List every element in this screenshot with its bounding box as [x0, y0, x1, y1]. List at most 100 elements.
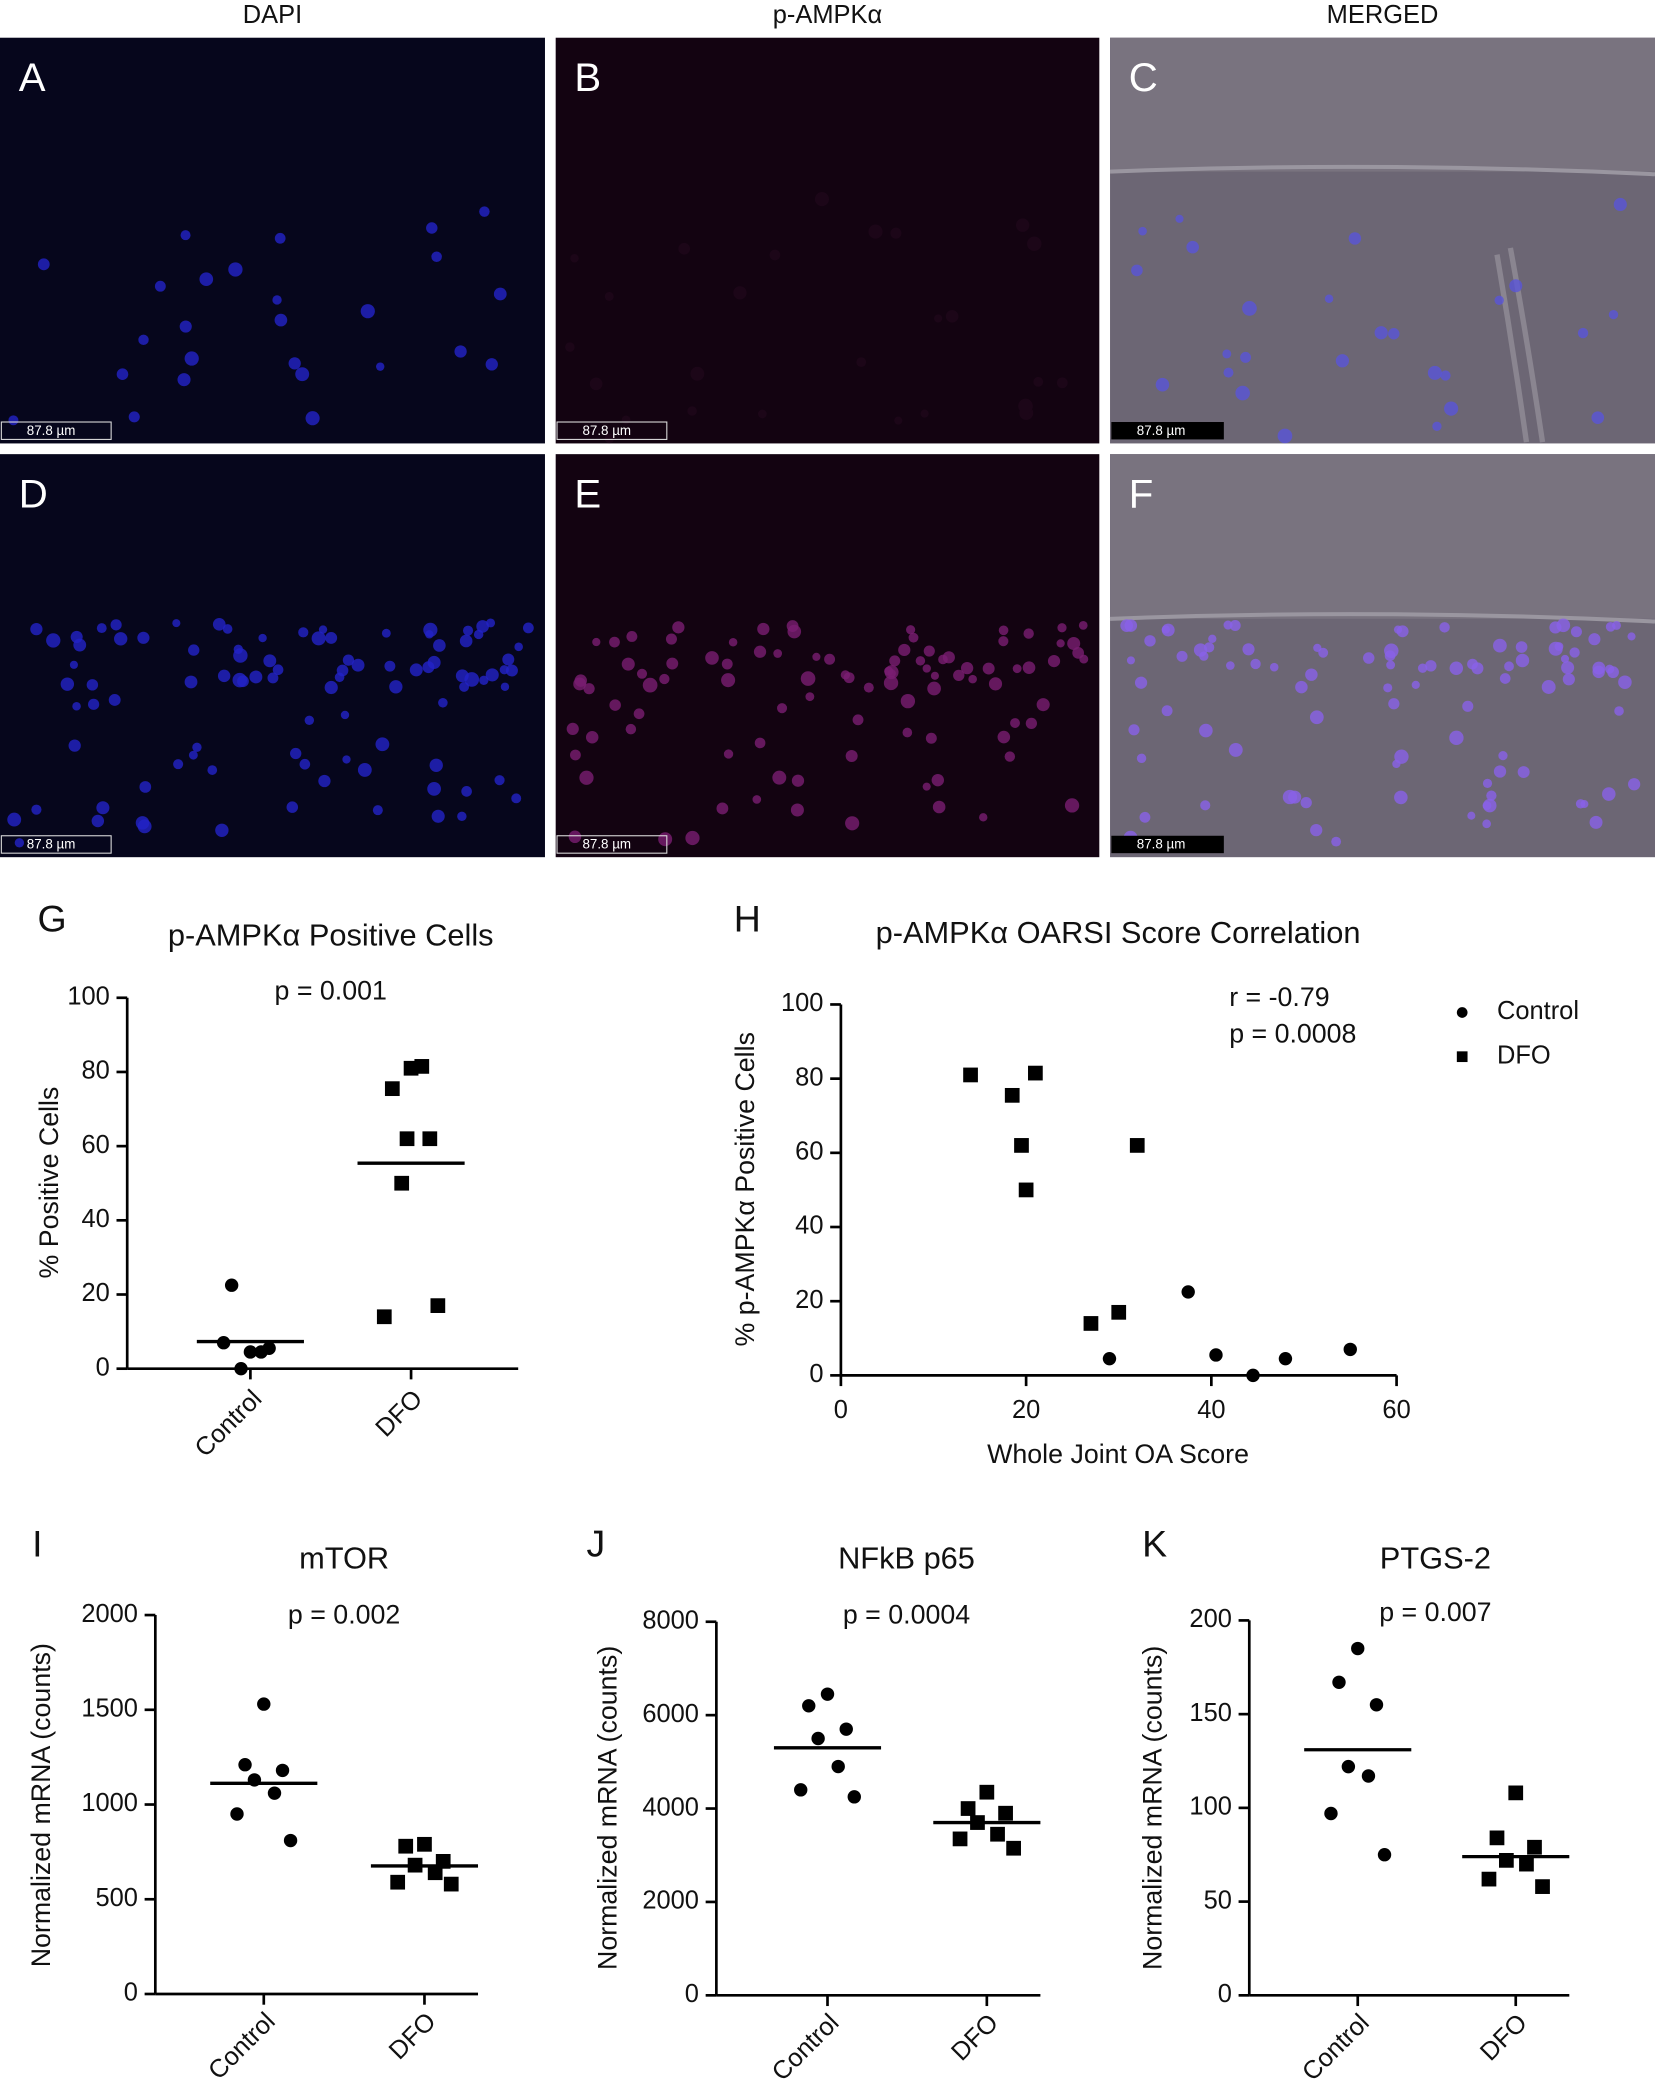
nucleus — [934, 314, 943, 323]
nucleus — [1561, 661, 1575, 675]
nucleus — [1222, 349, 1232, 359]
x-tick-label: Control — [1297, 2009, 1375, 2087]
nucleus — [1235, 385, 1250, 401]
nucleus — [288, 357, 301, 370]
nucleus — [180, 230, 191, 241]
y-axis-label: Normalized mRNA (counts) — [26, 1643, 56, 1967]
nucleus — [212, 617, 226, 631]
nucleus — [852, 714, 864, 726]
chart-title: PTGS-2 — [1380, 1540, 1491, 1575]
data-point — [1018, 1182, 1034, 1198]
nucleus — [1499, 673, 1511, 684]
nucleus — [1554, 642, 1564, 651]
nucleus — [1462, 700, 1474, 712]
legend-label: DFO — [1497, 1041, 1551, 1069]
y-tick-label: 2000 — [81, 1600, 138, 1628]
nucleus — [812, 652, 821, 661]
nucleus — [1592, 665, 1605, 679]
nucleus — [790, 803, 804, 817]
nucleus — [1313, 643, 1322, 653]
nucleus — [455, 669, 469, 683]
column-header: p-AMPKα — [773, 1, 882, 29]
nucleus — [290, 747, 302, 760]
nucleus — [927, 681, 941, 696]
nucleus — [1388, 698, 1400, 710]
data-point — [1351, 1641, 1365, 1656]
nucleus — [462, 625, 474, 636]
nucleus — [884, 666, 894, 676]
nucleus — [997, 730, 1011, 744]
nucleus — [915, 656, 926, 666]
nucleus — [110, 619, 122, 631]
nucleus — [207, 765, 218, 775]
nucleus — [154, 280, 166, 292]
panel-letter: G — [37, 897, 66, 939]
nucleus — [274, 232, 286, 244]
chart: K PTGS-2 p = 0.007 Normalized mRNA (counts)… — [1137, 1523, 1570, 2087]
nucleus — [1199, 723, 1213, 738]
nucleus — [381, 628, 391, 638]
data-point — [443, 1876, 459, 1892]
data-point — [1111, 1304, 1127, 1320]
nucleus — [925, 732, 937, 744]
data-point — [275, 1763, 290, 1778]
y-tick-label: 4000 — [642, 1793, 699, 1821]
nucleus — [658, 832, 673, 847]
data-point — [1278, 1351, 1293, 1366]
nucleus — [1282, 789, 1298, 805]
data-point — [257, 1697, 271, 1711]
micrographs: DAPI p-AMPKα MERGED A 87.8 µm B 87.8 µm C 87.8 µ… — [0, 1, 1655, 858]
nucleus — [1384, 643, 1399, 659]
y-tick-label: 100 — [781, 989, 823, 1017]
nucleus — [1010, 718, 1020, 728]
nucleus — [931, 773, 944, 787]
nucleus — [1126, 656, 1135, 665]
nucleus — [1223, 367, 1234, 378]
nucleus — [902, 727, 913, 738]
micrograph-background — [555, 37, 1100, 444]
nucleus — [305, 411, 320, 426]
nucleus — [1023, 628, 1034, 639]
nucleus — [908, 632, 919, 643]
x-tick-label: DFO — [370, 1385, 428, 1443]
data-point — [283, 1833, 298, 1848]
nucleus — [228, 262, 243, 277]
nucleus — [14, 838, 25, 848]
nucleus — [716, 802, 729, 815]
scale-bar — [556, 835, 668, 854]
legend-label: Control — [1497, 997, 1579, 1025]
nucleus — [589, 377, 603, 391]
nucleus — [757, 622, 770, 636]
nucleus — [777, 703, 788, 714]
nucleus — [883, 675, 899, 691]
nucleus — [685, 830, 700, 846]
nucleus — [96, 623, 107, 634]
nucleus — [1131, 264, 1143, 277]
nucleus — [945, 310, 959, 323]
nucleus — [429, 758, 443, 772]
nucleus — [565, 342, 575, 352]
nucleus — [1439, 622, 1450, 633]
nucleus — [409, 663, 423, 677]
y-tick-label: 80 — [82, 1057, 110, 1085]
nucleus — [1613, 197, 1627, 212]
nucleus — [454, 345, 467, 358]
panel-letter: D — [19, 472, 48, 517]
nucleus — [889, 655, 901, 667]
nucleus — [485, 668, 499, 682]
nucleus — [324, 680, 338, 695]
data-point — [1377, 1848, 1392, 1862]
surface-region — [1110, 37, 1655, 172]
micrograph: D 87.8 µm — [0, 454, 545, 858]
nucleus — [1425, 660, 1437, 672]
nucleus — [173, 759, 184, 770]
nucleus — [678, 242, 691, 255]
data-point — [230, 1807, 244, 1821]
nucleus — [626, 630, 638, 642]
annotation: p = 0.002 — [288, 1599, 400, 1629]
column-header: MERGED — [1327, 1, 1439, 29]
nucleus — [573, 677, 587, 691]
nucleus — [192, 742, 202, 752]
nucleus — [1025, 717, 1038, 729]
nucleus — [636, 668, 648, 679]
